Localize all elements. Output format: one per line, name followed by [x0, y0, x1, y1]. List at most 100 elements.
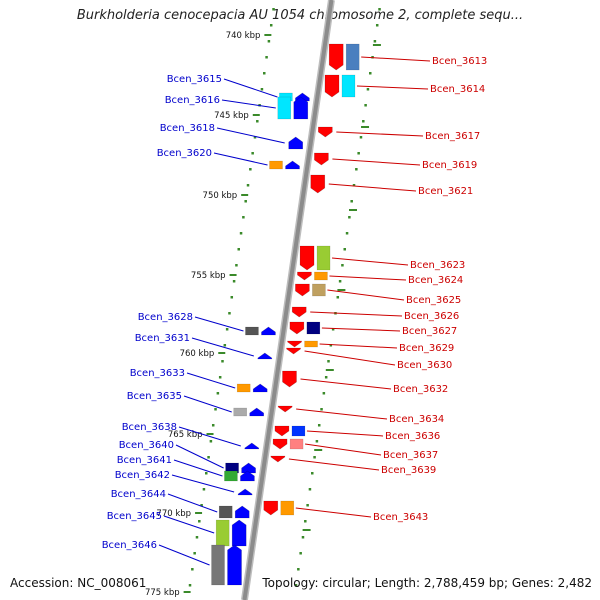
gene-label[interactable]: Bcen_3627	[402, 326, 457, 337]
gene-arrow[interactable]	[310, 174, 326, 194]
gene-bcen-3616[interactable]	[277, 96, 309, 120]
gene-bcen-3630[interactable]	[286, 347, 301, 355]
gene-feature-box[interactable]	[233, 407, 247, 417]
gene-arrow[interactable]	[285, 160, 300, 170]
gene-feature-box[interactable]	[269, 160, 283, 170]
gene-feature-box[interactable]	[289, 438, 304, 450]
gene-feature-box[interactable]	[211, 544, 225, 586]
gene-arrow[interactable]	[252, 383, 268, 393]
gene-arrow[interactable]	[274, 425, 290, 437]
gene-arrow[interactable]	[272, 438, 288, 450]
gene-bcen-3620[interactable]	[269, 160, 300, 170]
gene-arrow[interactable]	[324, 74, 340, 98]
gene-arrow[interactable]	[282, 370, 297, 388]
gene-bcen-3640[interactable]	[225, 462, 256, 474]
gene-arrow[interactable]	[314, 152, 329, 166]
gene-label[interactable]: Bcen_3614	[430, 84, 485, 95]
gene-arrow[interactable]	[244, 442, 260, 450]
gene-label[interactable]: Bcen_3623	[410, 260, 465, 271]
gene-feature-box[interactable]	[280, 500, 295, 516]
gene-label[interactable]: Bcen_3634	[389, 414, 444, 425]
gene-arrow[interactable]	[237, 488, 253, 496]
gene-bcen-3614[interactable]	[324, 74, 356, 98]
gene-label[interactable]: Bcen_3619	[422, 160, 477, 171]
gene-bcen-3621[interactable]	[310, 174, 326, 194]
gene-feature-box[interactable]	[312, 283, 326, 297]
gene-label[interactable]: Bcen_3638	[122, 422, 177, 433]
gene-feature-box[interactable]	[277, 96, 292, 120]
gene-arrow[interactable]	[297, 271, 312, 281]
gene-arrow[interactable]	[263, 500, 279, 516]
gene-arrow[interactable]	[277, 405, 293, 413]
gene-label[interactable]: Bcen_3646	[102, 540, 157, 551]
gene-feature-box[interactable]	[314, 271, 328, 281]
gene-bcen-3639[interactable]	[270, 455, 286, 463]
gene-feature-box[interactable]	[218, 505, 233, 519]
gene-label[interactable]: Bcen_3616	[165, 95, 220, 106]
gene-label[interactable]: Bcen_3631	[135, 333, 190, 344]
gene-bcen-3635[interactable]	[233, 407, 265, 417]
gene-arrow[interactable]	[288, 136, 304, 150]
gene-feature-box[interactable]	[291, 425, 306, 437]
gene-bcen-3646[interactable]	[211, 544, 242, 586]
gene-label[interactable]: Bcen_3641	[117, 455, 172, 466]
gene-arrow[interactable]	[240, 470, 255, 482]
gene-feature-box[interactable]	[345, 43, 360, 71]
gene-label[interactable]: Bcen_3642	[115, 470, 170, 481]
gene-label[interactable]: Bcen_3640	[119, 440, 174, 451]
gene-label[interactable]: Bcen_3618	[160, 123, 215, 134]
gene-label[interactable]: Bcen_3628	[138, 312, 193, 323]
gene-arrow[interactable]	[328, 43, 344, 71]
gene-bcen-3613[interactable]	[328, 43, 360, 71]
gene-bcen-3627[interactable]	[289, 321, 321, 335]
gene-feature-box[interactable]	[224, 470, 238, 482]
gene-bcen-3628[interactable]	[245, 326, 276, 336]
gene-bcen-3638[interactable]	[244, 442, 260, 450]
gene-arrow[interactable]	[261, 326, 276, 336]
gene-bcen-3641[interactable]	[224, 470, 255, 482]
gene-label[interactable]: Bcen_3636	[385, 431, 440, 442]
gene-arrow[interactable]	[295, 283, 310, 297]
gene-arrow[interactable]	[234, 505, 250, 519]
gene-arrow[interactable]	[289, 321, 305, 335]
gene-arrow[interactable]	[241, 462, 256, 474]
gene-label[interactable]: Bcen_3617	[425, 131, 480, 142]
gene-arrow[interactable]	[291, 306, 307, 318]
gene-arrow[interactable]	[286, 347, 301, 355]
gene-arrow[interactable]	[287, 340, 302, 348]
gene-bcen-3643[interactable]	[263, 500, 295, 516]
gene-arrow[interactable]	[293, 96, 309, 120]
gene-bcen-3631[interactable]	[257, 352, 273, 360]
gene-label[interactable]: Bcen_3633	[130, 368, 185, 379]
gene-label[interactable]: Bcen_3629	[399, 343, 454, 354]
gene-label[interactable]: Bcen_3643	[373, 512, 428, 523]
gene-label[interactable]: Bcen_3644	[111, 489, 166, 500]
gene-bcen-3624[interactable]	[297, 271, 328, 281]
gene-arrow[interactable]	[227, 544, 242, 586]
gene-bcen-3617[interactable]	[318, 126, 333, 138]
gene-label[interactable]: Bcen_3624	[408, 275, 463, 286]
gene-feature-box[interactable]	[236, 383, 251, 393]
gene-label[interactable]: Bcen_3613	[432, 56, 487, 67]
gene-feature-box[interactable]	[341, 74, 356, 98]
gene-feature-box[interactable]	[215, 519, 230, 547]
gene-label[interactable]: Bcen_3635	[127, 391, 182, 402]
gene-feature-box[interactable]	[245, 326, 259, 336]
gene-arrow[interactable]	[231, 519, 247, 547]
gene-bcen-3618[interactable]	[288, 136, 304, 150]
gene-label[interactable]: Bcen_3626	[404, 311, 459, 322]
gene-label[interactable]: Bcen_3637	[383, 450, 438, 461]
gene-arrow[interactable]	[257, 352, 273, 360]
gene-bcen-3632[interactable]	[282, 370, 297, 388]
gene-bcen-3623[interactable]	[299, 245, 331, 271]
gene-label[interactable]: Bcen_3621	[418, 186, 473, 197]
gene-label[interactable]: Bcen_3625	[406, 295, 461, 306]
gene-feature-box[interactable]	[316, 245, 331, 271]
gene-arrow[interactable]	[249, 407, 265, 417]
gene-bcen-3644[interactable]	[218, 505, 250, 519]
gene-label[interactable]: Bcen_3639	[381, 465, 436, 476]
gene-bcen-3619[interactable]	[314, 152, 329, 166]
gene-feature-box[interactable]	[304, 340, 318, 348]
gene-bcen-3629[interactable]	[287, 340, 318, 348]
gene-arrow[interactable]	[270, 455, 286, 463]
